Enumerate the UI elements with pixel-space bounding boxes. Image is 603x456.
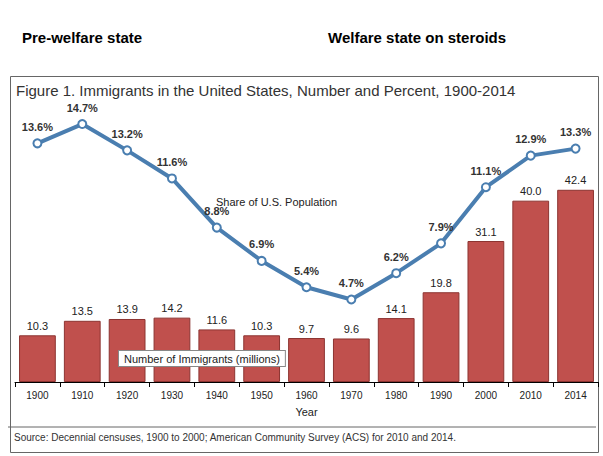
- svg-text:1910: 1910: [71, 390, 94, 401]
- svg-text:1980: 1980: [385, 390, 408, 401]
- svg-text:12.9%: 12.9%: [515, 133, 546, 145]
- svg-text:Source: Decennial censuses, 19: Source: Decennial censuses, 1900 to 2000…: [14, 432, 456, 443]
- svg-text:1960: 1960: [295, 390, 318, 401]
- svg-text:2000: 2000: [475, 390, 498, 401]
- svg-text:31.1: 31.1: [475, 226, 496, 238]
- svg-text:Number of Immigrants (millions: Number of Immigrants (millions): [124, 353, 280, 365]
- svg-text:10.3: 10.3: [27, 320, 48, 332]
- svg-text:Share of U.S. Population: Share of U.S. Population: [216, 196, 337, 208]
- svg-text:1990: 1990: [430, 390, 453, 401]
- svg-text:6.2%: 6.2%: [384, 251, 409, 263]
- svg-text:13.3%: 13.3%: [560, 126, 591, 138]
- svg-text:1970: 1970: [340, 390, 363, 401]
- svg-text:42.4: 42.4: [565, 174, 586, 186]
- svg-text:11.1%: 11.1%: [471, 165, 502, 177]
- svg-text:9.7: 9.7: [299, 323, 314, 335]
- svg-text:11.6%: 11.6%: [157, 156, 188, 168]
- svg-text:1920: 1920: [116, 390, 139, 401]
- svg-text:1900: 1900: [26, 390, 49, 401]
- svg-text:14.2: 14.2: [161, 302, 182, 314]
- svg-text:7.9%: 7.9%: [428, 221, 453, 233]
- svg-text:Year: Year: [295, 406, 318, 418]
- svg-text:2014: 2014: [564, 390, 587, 401]
- svg-text:8.8%: 8.8%: [204, 205, 230, 218]
- svg-text:1940: 1940: [206, 390, 229, 401]
- svg-text:14.7%: 14.7%: [67, 102, 98, 114]
- svg-text:19.8: 19.8: [430, 277, 451, 289]
- svg-text:11.6: 11.6: [207, 314, 228, 326]
- svg-text:10.3: 10.3: [251, 320, 272, 332]
- svg-text:13.9: 13.9: [116, 303, 137, 315]
- svg-text:13.6%: 13.6%: [22, 121, 53, 133]
- svg-text:13.2%: 13.2%: [112, 128, 143, 140]
- svg-text:6.9%: 6.9%: [249, 238, 274, 250]
- svg-text:Pre-welfare state: Pre-welfare state: [22, 29, 142, 46]
- svg-text:13.5: 13.5: [72, 305, 93, 317]
- svg-text:1950: 1950: [251, 390, 274, 401]
- svg-text:40.0: 40.0: [520, 185, 541, 197]
- svg-text:1930: 1930: [161, 390, 184, 401]
- svg-text:14.1: 14.1: [385, 303, 406, 315]
- svg-text:5.4%: 5.4%: [294, 265, 319, 277]
- svg-text:2010: 2010: [520, 390, 543, 401]
- svg-text:4.7%: 4.7%: [339, 277, 364, 289]
- svg-text:9.6: 9.6: [344, 323, 359, 335]
- svg-text:Welfare state on steroids: Welfare state on steroids: [328, 29, 506, 46]
- svg-text:Figure 1. Immigrants in the Un: Figure 1. Immigrants in the United State…: [16, 82, 515, 99]
